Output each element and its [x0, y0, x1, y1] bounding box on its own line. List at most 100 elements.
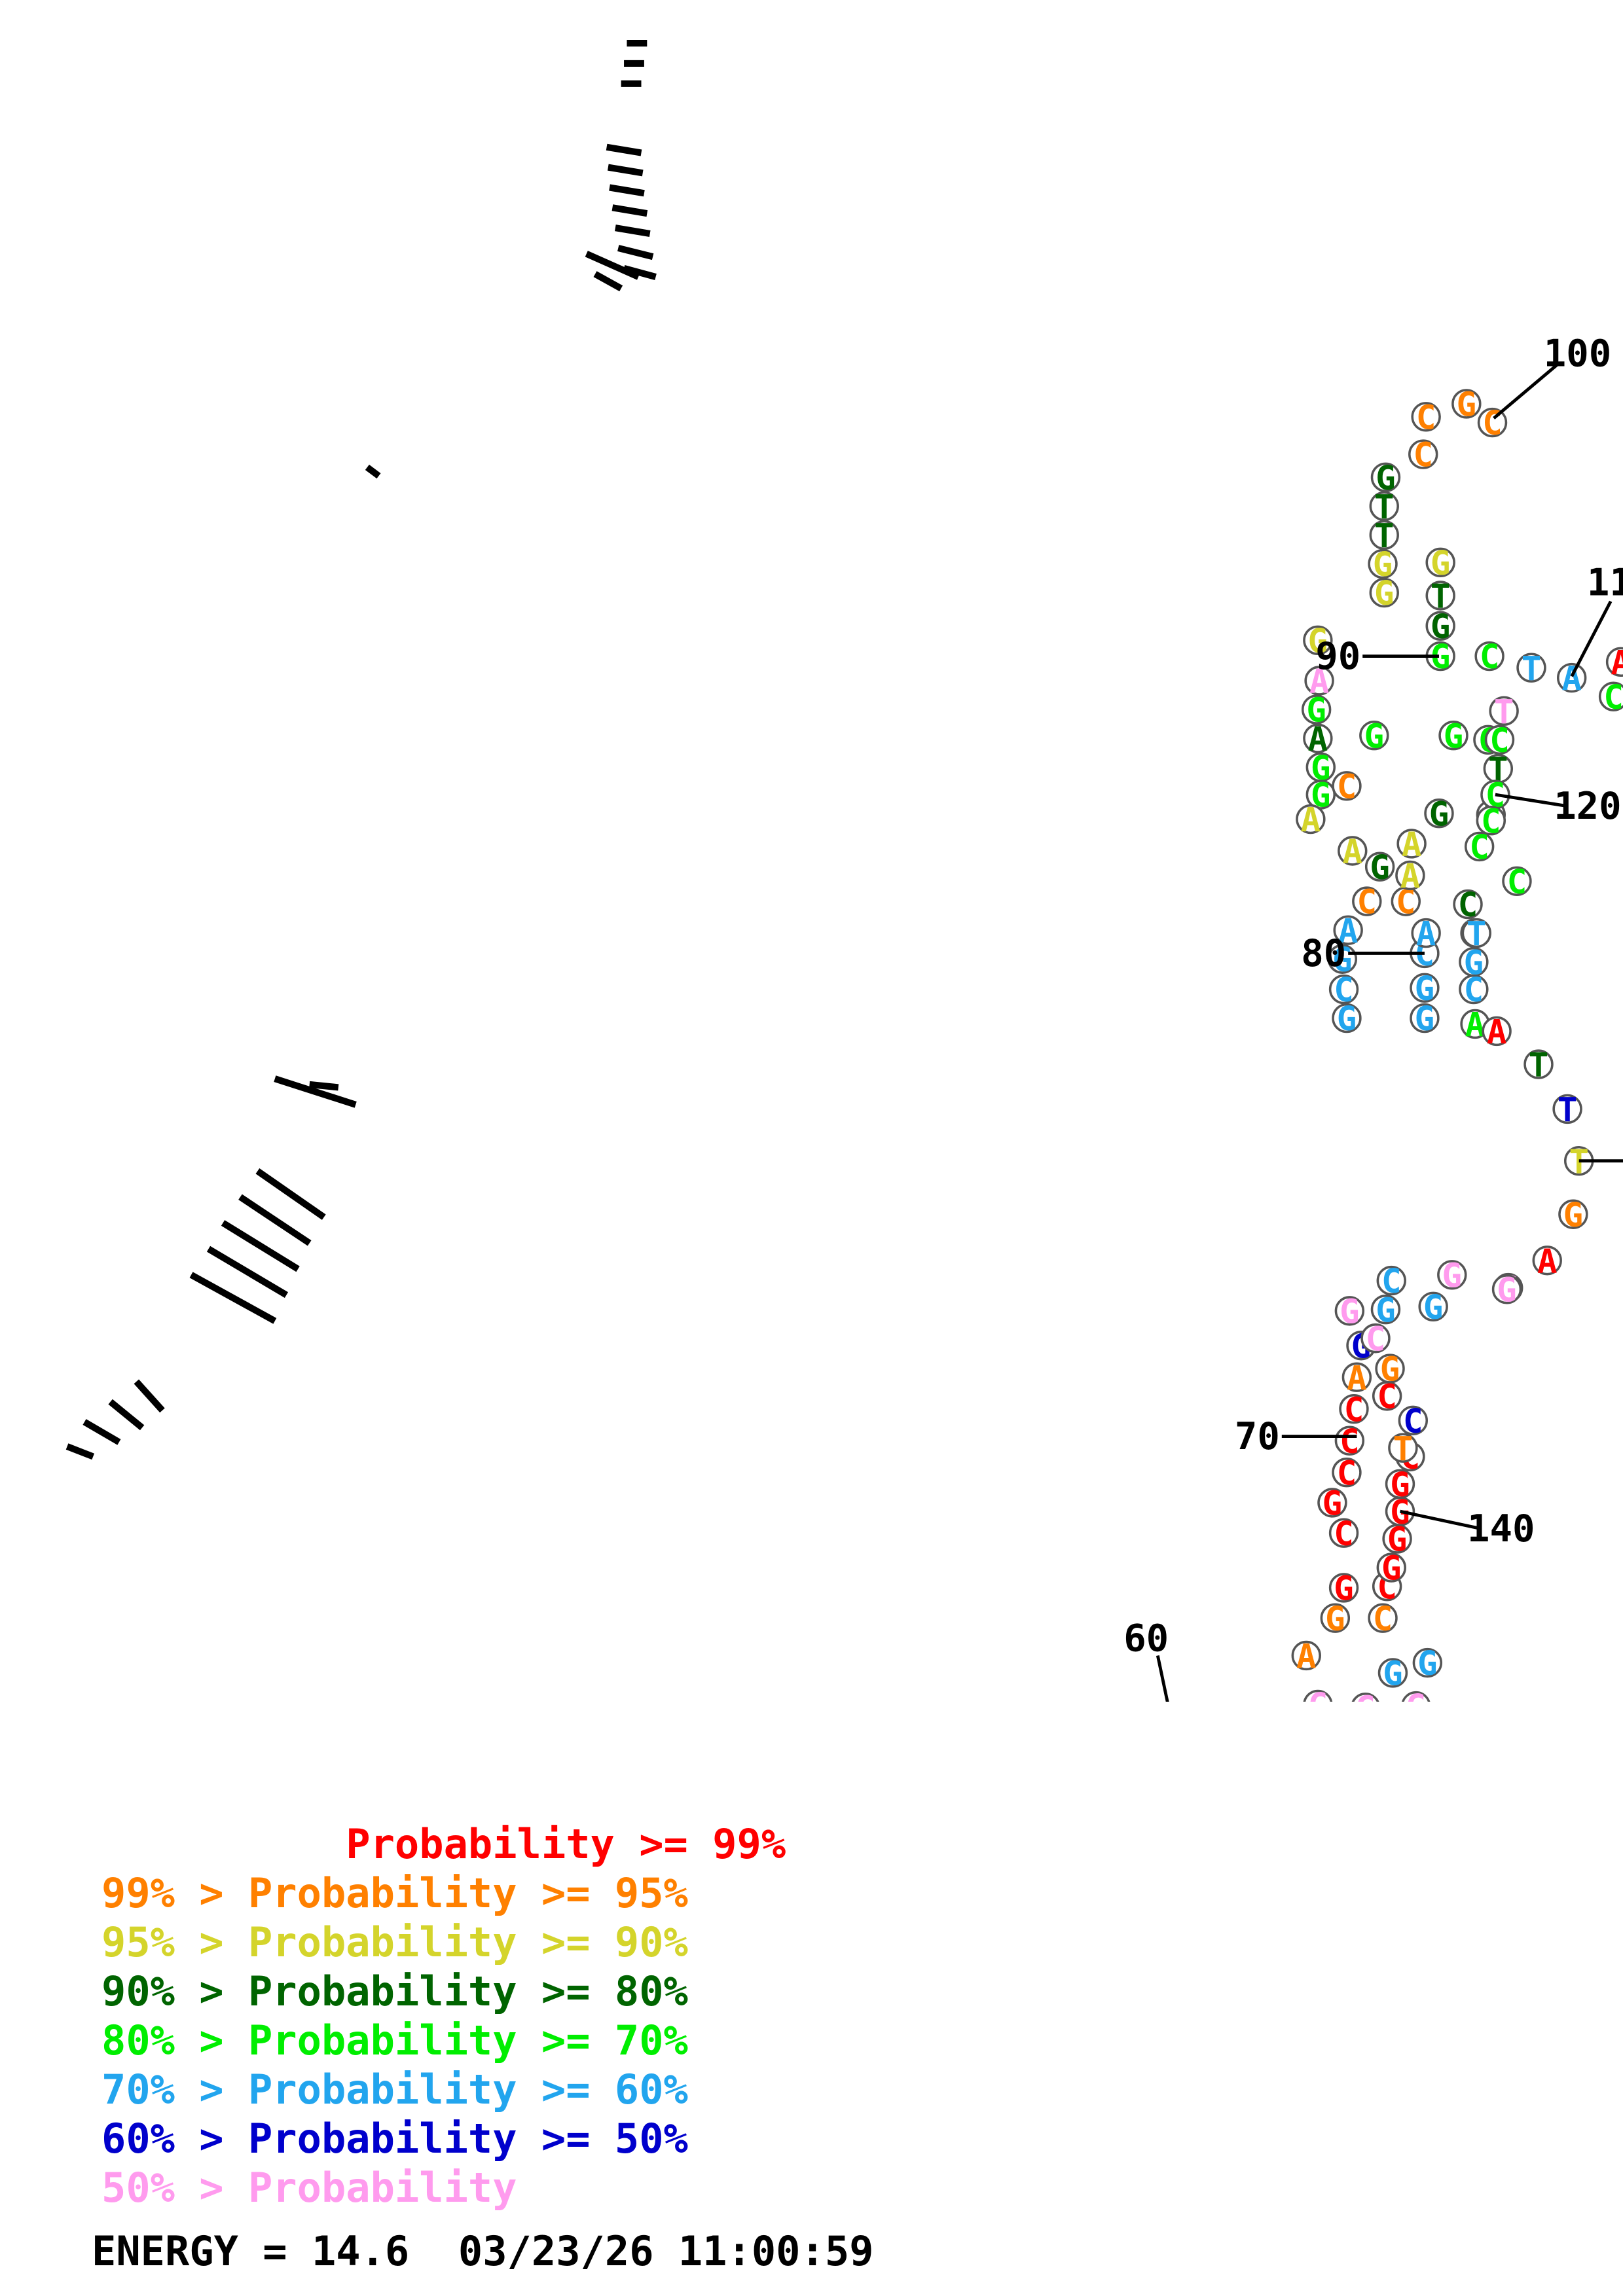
nucleotide-171: C [1372, 1377, 1402, 1416]
nucleotide-circle [1395, 860, 1425, 891]
position-leader-line [1493, 362, 1560, 420]
position-leader-line [1495, 793, 1568, 808]
nucleotide-circle [1598, 681, 1623, 711]
nucleotide-118: C [1476, 802, 1506, 840]
nucleotide-circle [1411, 918, 1441, 948]
nucleotide-77: C [1360, 1319, 1391, 1358]
nucleotide-83: G [1410, 999, 1440, 1038]
nucleotide-letter: G [1444, 717, 1464, 755]
nucleotide-circle [1558, 1199, 1588, 1229]
nucleotide-circle [1377, 1658, 1408, 1688]
nucleotide-61: C [1303, 1686, 1333, 1702]
nucleotide-131: G [1382, 1520, 1412, 1559]
nucleotide-circle [1364, 852, 1395, 882]
nucleotide-letter: C [1403, 1402, 1423, 1441]
nucleotide-194: C [1352, 883, 1382, 922]
nucleotide-letter: G [1387, 1520, 1407, 1559]
nucleotide-182: T [1369, 488, 1399, 526]
nucleotide-letter: A [1402, 825, 1422, 864]
nucleotide-letter: C [1489, 721, 1509, 760]
nucleotide-circle [1484, 725, 1515, 755]
nucleotide-letter: G [1373, 545, 1393, 584]
nucleotide-79: C [1376, 1262, 1406, 1300]
structure-lines [65, 40, 657, 1460]
nucleotide-letter: C [1340, 1422, 1360, 1461]
nucleotide-letter: T [1374, 516, 1395, 555]
nucleotide-letter: A [1611, 643, 1623, 682]
nucleotide-circle [1369, 577, 1399, 608]
nucleotide-121: A [1482, 1013, 1512, 1051]
nucleotide-104: C [1411, 398, 1441, 437]
nucleotide-letter: A [1309, 662, 1329, 701]
nucleotide-circle [1341, 1362, 1372, 1392]
nucleotide-circle [1552, 1094, 1582, 1124]
nucleotide-letter: A [1537, 1242, 1558, 1280]
nucleotide-circle [1368, 548, 1398, 579]
nucleotide-178: A [1296, 800, 1326, 839]
nucleotide-circle [1303, 1689, 1333, 1702]
nucleotide-67: G [1328, 1570, 1359, 1608]
nucleotide-89: G [1424, 795, 1454, 833]
nucleotide-letter: T [1529, 1046, 1549, 1085]
position-leader-line [1399, 1509, 1482, 1530]
position-label-110: 110 [1587, 561, 1623, 605]
nucleotide-circle [1370, 1294, 1401, 1325]
nucleotide-63: A [1291, 1637, 1321, 1676]
nucleotide-letter: C [1458, 886, 1478, 924]
nucleotide-circle [1291, 1640, 1321, 1671]
legend-row-50: 60% > Probability >= 50% [101, 2115, 688, 2162]
nucleotide-circle [1489, 696, 1519, 726]
nucleotide-letter: T [1374, 488, 1395, 526]
nucleotide-circle [1334, 1296, 1365, 1326]
nucleotide-100: T [1425, 577, 1455, 616]
nucleotide-circle [1474, 641, 1504, 672]
nucleotide-114: T [1489, 692, 1519, 731]
legend-row-60: 70% > Probability >= 60% [101, 2066, 688, 2113]
nucleotide-circle [1412, 1647, 1443, 1678]
nucleotide-70: G [1317, 1484, 1347, 1523]
nucleotide-letter: C [1337, 1454, 1357, 1492]
nucleotide-circle [1301, 694, 1332, 725]
nucleotide-108: C [1598, 678, 1623, 717]
nucleotide-circle [1411, 402, 1441, 432]
nucleotide-letter: C [1464, 971, 1484, 1009]
nucleotide-126: A [1532, 1242, 1562, 1280]
nucleotide-layer: CGACGCGATTCCAAGGACGGTGGCCACCGTACGCGGACGG… [1291, 386, 1623, 1702]
nucleotide-letter: C [1381, 1262, 1402, 1300]
nucleotide-letter: T [1522, 649, 1542, 688]
nucleotide-115: C [1484, 721, 1515, 760]
nucleotide-103: G [1451, 386, 1482, 424]
nucleotide-letter: C [1507, 863, 1527, 901]
nucleotide-circle [1425, 581, 1455, 611]
nucleotide-letter: T [1494, 692, 1514, 731]
nucleotide-186: A [1338, 833, 1368, 871]
nucleotide-circle [1317, 1488, 1347, 1518]
nucleotide-123: T [1552, 1090, 1582, 1129]
nucleotide-circle [1408, 439, 1438, 469]
nucleotide-circle [1502, 866, 1532, 896]
nucleotide-circle [1425, 547, 1455, 578]
position-label-140: 140 [1467, 1507, 1535, 1551]
nucleotide-circle [1376, 1265, 1406, 1296]
nucleotide-letter: G [1306, 691, 1326, 730]
nucleotide-letter: G [1415, 999, 1434, 1038]
nucleotide-letter: A [1347, 1359, 1366, 1397]
nucleotide-letter: C [1334, 971, 1353, 1009]
nucleotide-circle [1303, 723, 1333, 753]
nucleotide-letter: C [1469, 828, 1489, 867]
nucleotide-circle [1332, 1003, 1362, 1033]
nucleotide-circle [1438, 721, 1468, 751]
nucleotide-193: A [1333, 912, 1363, 950]
nucleotide-letter: G [1406, 1687, 1425, 1702]
nucleotide-circle [1491, 1274, 1522, 1304]
nucleotide-109: A [1605, 643, 1623, 682]
nucleotide-letter: C [1308, 1686, 1328, 1702]
nucleotide-circle [1332, 771, 1362, 801]
position-label-80: 80 [1301, 931, 1346, 975]
nucleotide-letter: C [1603, 678, 1623, 717]
nucleotide-letter: G [1429, 795, 1449, 833]
nucleotide-letter: G [1340, 1292, 1360, 1331]
position-leader-line [1156, 1655, 1169, 1702]
nucleotide-letter: G [1376, 459, 1396, 497]
nucleotide-65: G [1320, 1600, 1351, 1638]
